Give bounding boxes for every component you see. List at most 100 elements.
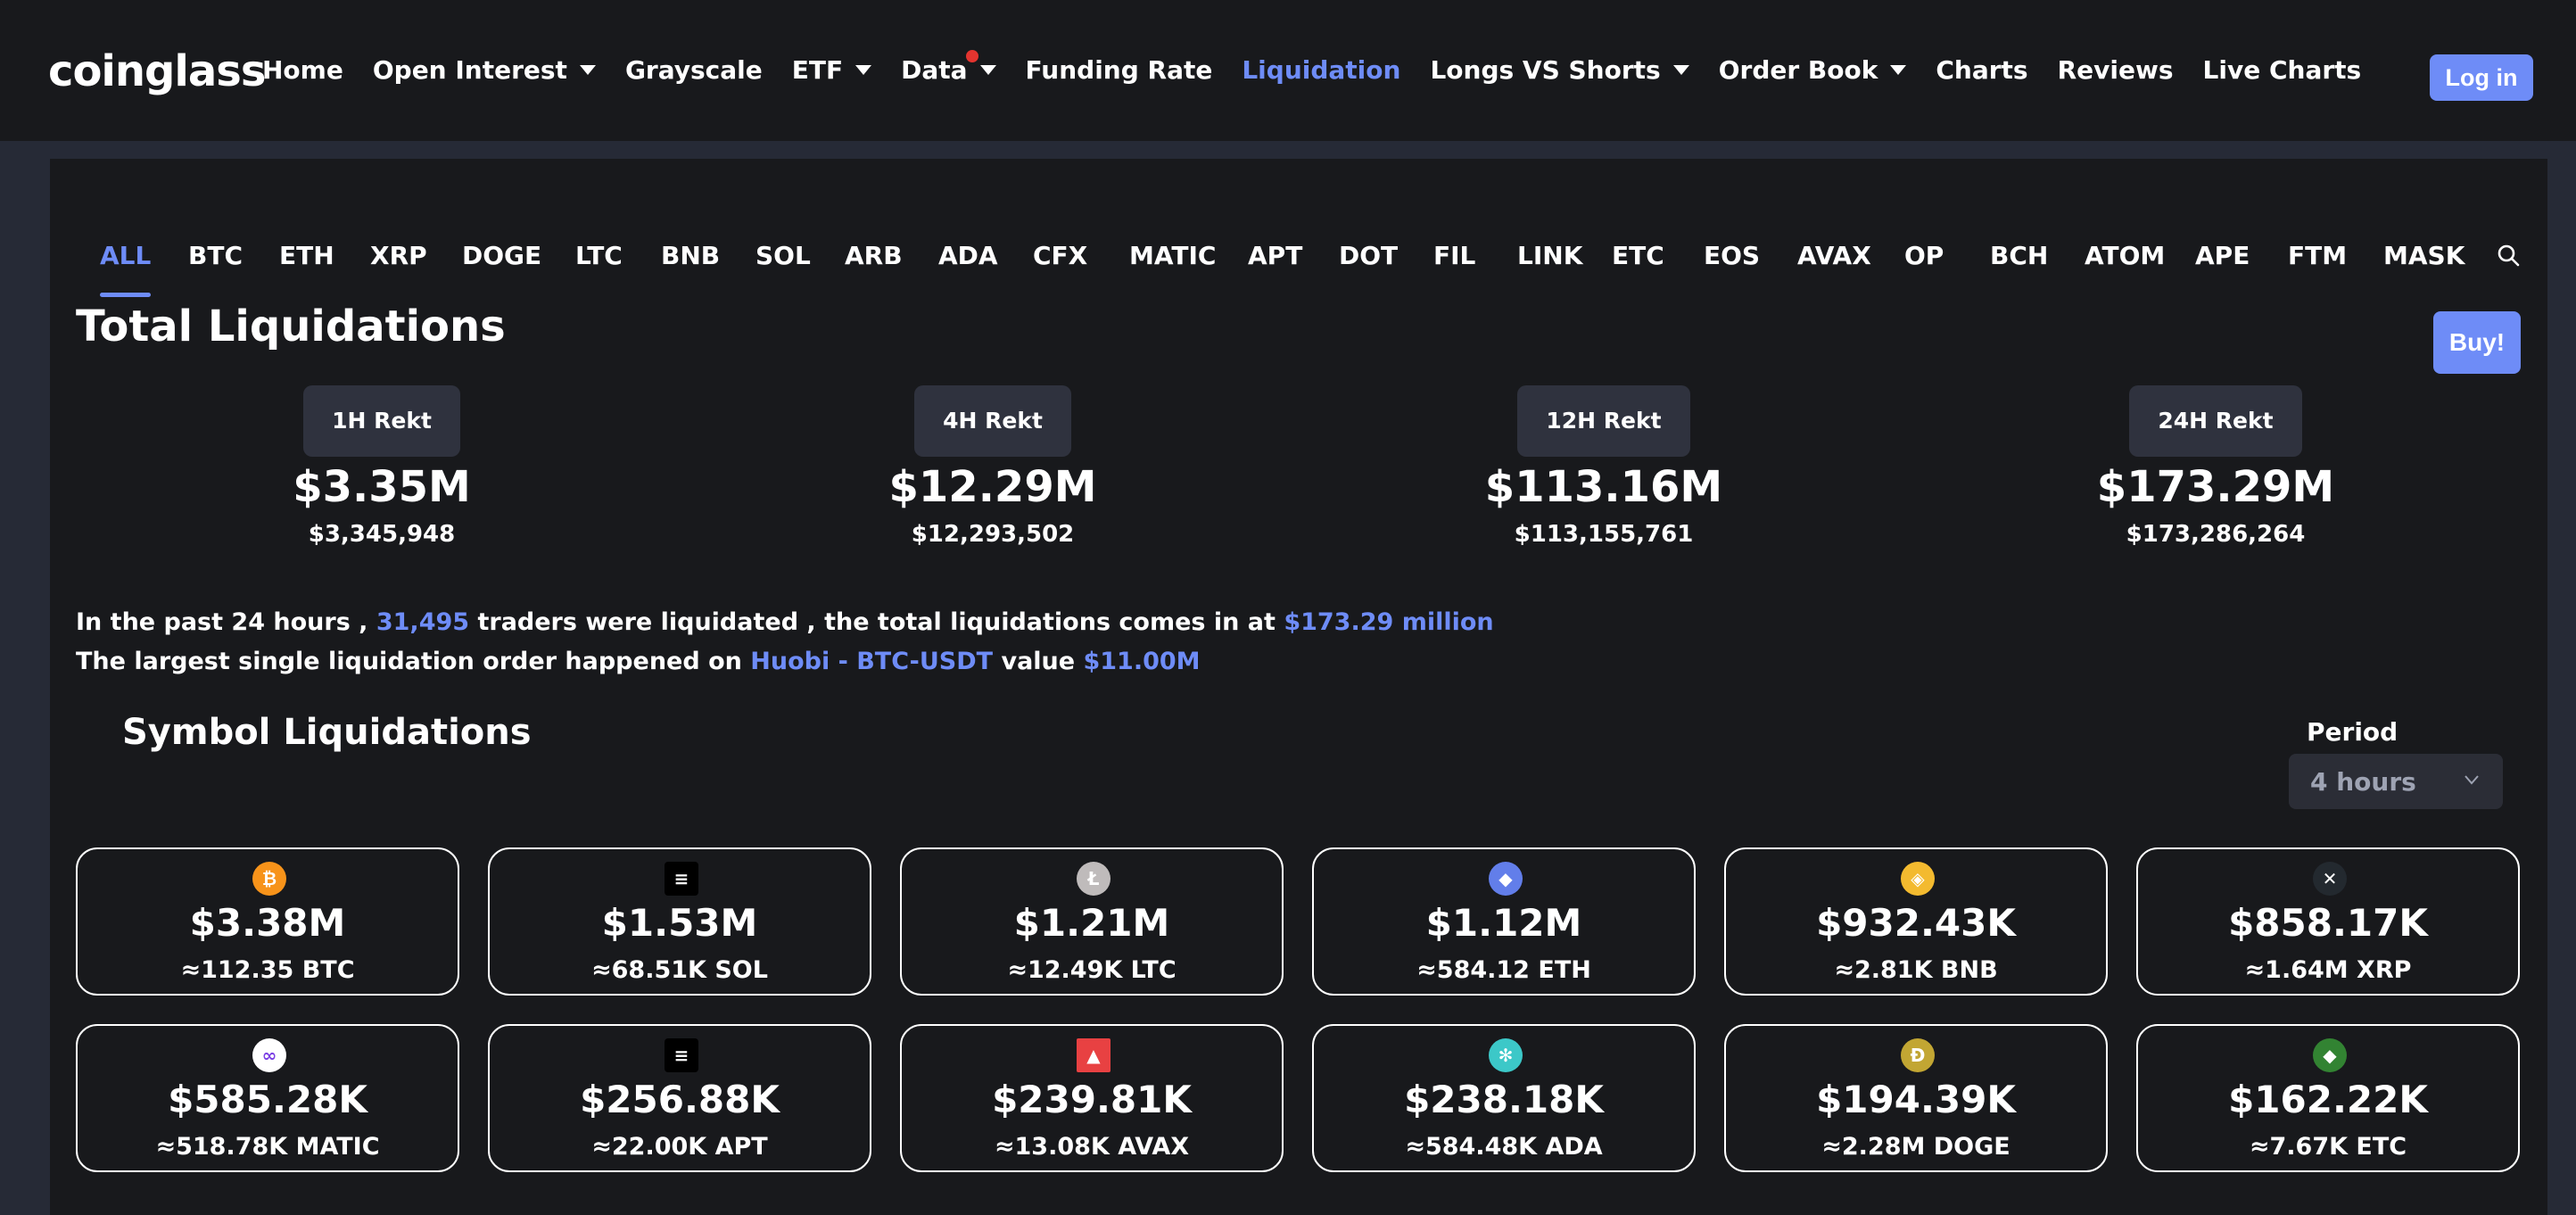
rekt-stat-value: $12.29M: [888, 462, 1097, 512]
tab-op[interactable]: OP: [1904, 241, 1944, 270]
tab-btc[interactable]: BTC: [188, 241, 243, 270]
tab-ftm[interactable]: FTM: [2288, 241, 2348, 270]
nav-grayscale[interactable]: Grayscale: [625, 55, 763, 85]
period-select[interactable]: 4 hours: [2289, 754, 2503, 809]
traders-count: 31,495: [376, 608, 470, 636]
total-liquidations-title: Total Liquidations: [76, 302, 506, 351]
tab-atom[interactable]: ATOM: [2085, 241, 2166, 270]
period-label: Period: [2307, 717, 2398, 747]
nav-label: Data: [901, 55, 968, 85]
tab-avax[interactable]: AVAX: [1797, 241, 1871, 270]
nav-label: Order Book: [1718, 55, 1878, 85]
matic-icon: ∞: [252, 1038, 286, 1072]
tab-apt[interactable]: APT: [1248, 241, 1303, 270]
nav-liquidation[interactable]: Liquidation: [1242, 55, 1400, 85]
nav-charts[interactable]: Charts: [1936, 55, 2027, 85]
card-liquidation-value: $162.22K: [2228, 1078, 2428, 1121]
card-coin-amount: ≈13.08K AVAX: [994, 1133, 1190, 1161]
symbol-card[interactable]: ✻ $238.18K ≈584.48K ADA: [1312, 1024, 1696, 1172]
caret-down-icon: [1890, 65, 1907, 75]
card-liquidation-value: $932.43K: [1816, 901, 2016, 945]
symbol-card[interactable]: ◈ $932.43K ≈2.81K BNB: [1724, 847, 2108, 996]
summary-line-2: The largest single liquidation order hap…: [76, 642, 1494, 682]
tab-eos[interactable]: EOS: [1704, 241, 1761, 270]
exchange-pair-link[interactable]: Huobi - BTC-USDT: [750, 648, 994, 675]
etc-icon: ◆: [2313, 1038, 2347, 1072]
buy-button[interactable]: Buy!: [2433, 311, 2521, 374]
summary-text: value: [1001, 648, 1076, 675]
ltc-icon: Ł: [1077, 862, 1110, 896]
tab-ada[interactable]: ADA: [938, 241, 998, 270]
nav-label: Home: [262, 55, 343, 85]
tab-sol[interactable]: SOL: [755, 241, 811, 270]
tab-xrp[interactable]: XRP: [370, 241, 427, 270]
card-liquidation-value: $194.39K: [1816, 1078, 2016, 1121]
card-liquidation-value: $585.28K: [168, 1078, 367, 1121]
symbol-card[interactable]: Ð $194.39K ≈2.28M DOGE: [1724, 1024, 2108, 1172]
tab-all[interactable]: ALL: [100, 241, 152, 297]
nav-label: Funding Rate: [1025, 55, 1213, 85]
symbol-card[interactable]: ∞ $585.28K ≈518.78K MATIC: [76, 1024, 459, 1172]
login-button[interactable]: Log in: [2430, 54, 2533, 101]
search-icon[interactable]: [2497, 244, 2520, 267]
tab-etc[interactable]: ETC: [1612, 241, 1664, 270]
nav-live-charts[interactable]: Live Charts: [2203, 55, 2362, 85]
nav-order-book[interactable]: Order Book: [1719, 55, 1907, 85]
card-liquidation-value: $256.88K: [580, 1078, 780, 1121]
nav-home[interactable]: Home: [262, 55, 343, 85]
nav-label: Reviews: [2057, 55, 2174, 85]
symbol-card[interactable]: Ł $1.21M ≈12.49K LTC: [900, 847, 1284, 996]
card-coin-amount: ≈2.81K BNB: [1834, 956, 1998, 984]
nav-longs-vs-shorts[interactable]: Longs VS Shorts: [1430, 55, 1689, 85]
tab-matic[interactable]: MATIC: [1129, 241, 1217, 270]
caret-down-icon: [979, 65, 996, 75]
tab-mask[interactable]: MASK: [2383, 241, 2465, 270]
tab-bnb[interactable]: BNB: [661, 241, 721, 270]
card-liquidation-value: $239.81K: [992, 1078, 1192, 1121]
tab-arb[interactable]: ARB: [845, 241, 903, 270]
symbol-card[interactable]: ≡ $1.53M ≈68.51K SOL: [488, 847, 871, 996]
rekt-stat: 4H Rekt $12.29M $12,293,502: [859, 385, 1127, 548]
tab-ltc[interactable]: LTC: [575, 241, 623, 270]
symbol-card[interactable]: ✕ $858.17K ≈1.64M XRP: [2136, 847, 2520, 996]
nav-data[interactable]: Data: [901, 50, 996, 85]
tab-doge[interactable]: DOGE: [462, 241, 542, 270]
card-coin-amount: ≈1.64M XRP: [2244, 956, 2412, 984]
card-coin-amount: ≈112.35 BTC: [180, 956, 355, 984]
sol-icon: ≡: [665, 862, 698, 896]
symbol-card[interactable]: ▲ $239.81K ≈13.08K AVAX: [900, 1024, 1284, 1172]
nav-label: Open Interest: [372, 55, 567, 85]
tab-ape[interactable]: APE: [2195, 241, 2250, 270]
rekt-stat-label: 12H Rekt: [1517, 385, 1690, 457]
doge-icon: Ð: [1901, 1038, 1935, 1072]
nav-etf[interactable]: ETF: [791, 55, 872, 85]
nav-open-interest[interactable]: Open Interest: [373, 55, 596, 85]
period-selected-value: 4 hours: [2310, 766, 2416, 797]
symbol-card[interactable]: ≡ $256.88K ≈22.00K APT: [488, 1024, 871, 1172]
nav-label: ETF: [791, 55, 844, 85]
caret-down-icon: [855, 65, 872, 75]
rekt-stat: 1H Rekt $3.35M $3,345,948: [248, 385, 516, 548]
card-liquidation-value: $1.53M: [601, 901, 758, 945]
rekt-stat-exact: $113,155,761: [1514, 521, 1694, 548]
nav-label: Live Charts: [2202, 55, 2362, 85]
tab-dot[interactable]: DOT: [1339, 241, 1399, 270]
tab-bch[interactable]: BCH: [1990, 241, 2049, 270]
tab-fil[interactable]: FIL: [1433, 241, 1476, 270]
tab-cfx[interactable]: CFX: [1033, 241, 1088, 270]
rekt-stat-exact: $3,345,948: [308, 521, 456, 548]
tab-link[interactable]: LINK: [1517, 241, 1583, 270]
summary-text: The largest single liquidation order hap…: [76, 648, 742, 675]
symbol-card[interactable]: ◆ $1.12M ≈584.12 ETH: [1312, 847, 1696, 996]
rekt-stat-exact: $173,286,264: [2126, 521, 2306, 548]
summary-line-1: In the past 24 hours , 31,495 traders we…: [76, 603, 1494, 642]
symbol-card[interactable]: ◆ $162.22K ≈7.67K ETC: [2136, 1024, 2520, 1172]
nav-funding-rate[interactable]: Funding Rate: [1026, 55, 1213, 85]
coinglass-logo[interactable]: coinglass: [48, 46, 266, 96]
caret-down-icon: [1672, 65, 1689, 75]
symbol-card[interactable]: ₿ $3.38M ≈112.35 BTC: [76, 847, 459, 996]
card-liquidation-value: $858.17K: [2228, 901, 2428, 945]
tab-eth[interactable]: ETH: [279, 241, 334, 270]
nav-reviews[interactable]: Reviews: [2058, 55, 2174, 85]
apt-icon: ≡: [665, 1038, 698, 1072]
